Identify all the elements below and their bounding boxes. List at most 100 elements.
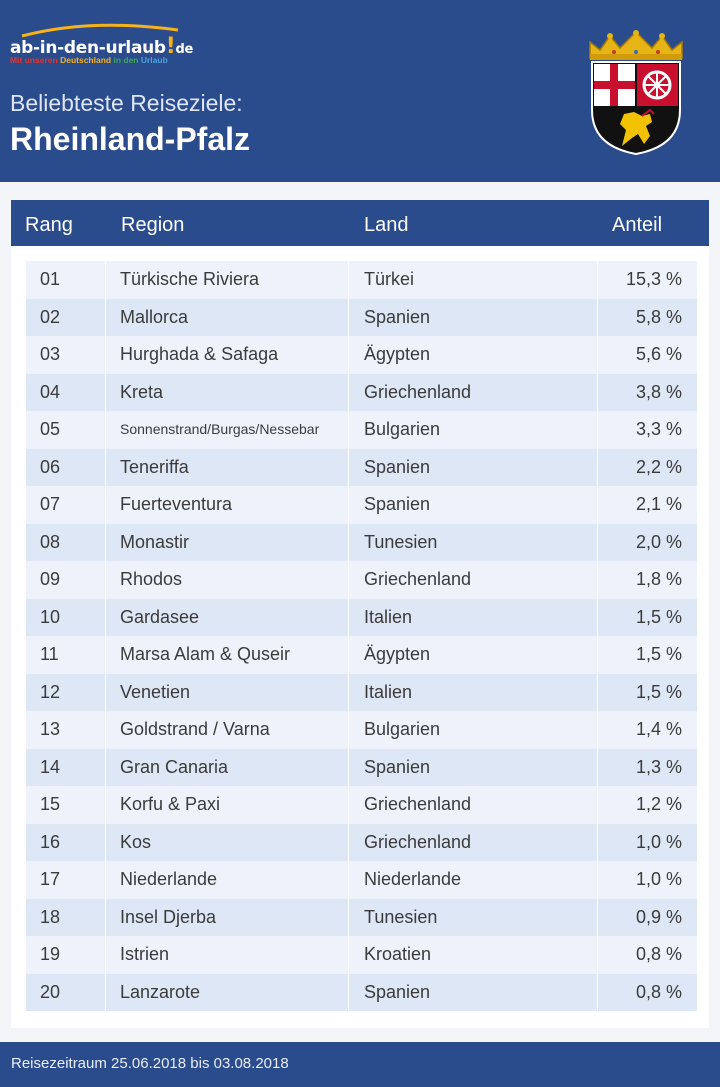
cell-region: Türkische Riviera <box>105 261 347 299</box>
cell-land: Griechenland <box>348 786 597 824</box>
cell-land: Tunesien <box>348 898 597 936</box>
travel-period-note: Reisezeitraum 25.06.2018 bis 03.08.2018 <box>11 1055 289 1072</box>
logo-swoosh-icon <box>21 23 179 38</box>
cell-rang: 16 <box>40 831 61 852</box>
cell-anteil: 2,1 % <box>597 486 697 524</box>
cell-anteil: 3,3 % <box>597 411 697 449</box>
cell-region: Insel Djerba <box>105 898 347 936</box>
tagline-word: Deutschland <box>60 55 114 65</box>
cell-region: Hurghada & Safaga <box>105 336 347 374</box>
column-header-region[interactable]: Region <box>121 214 185 236</box>
cell-anteil: 1,3 % <box>597 748 697 786</box>
cell-land: Bulgarien <box>348 411 597 449</box>
cell-land: Kroatien <box>348 936 597 974</box>
cell-rang: 20 <box>40 981 61 1002</box>
table-row[interactable]: 10 Gardasee Italien 1,5 % <box>26 598 697 636</box>
cell-rang: 03 <box>40 344 61 364</box>
cell-land: Ägypten <box>348 636 597 674</box>
cell-region: Mallorca <box>105 298 347 336</box>
cell-region: Goldstrand / Varna <box>105 711 347 749</box>
cell-rang: 15 <box>40 794 61 814</box>
brand-tagline: Mit unseren Deutschland in den Urlaub <box>10 55 168 65</box>
cell-region: Teneriffa <box>105 448 347 486</box>
page-title: Rheinland-Pfalz <box>10 121 251 157</box>
table-row[interactable]: 14 Gran Canaria Spanien 1,3 % <box>26 748 697 786</box>
cell-anteil: 0,8 % <box>597 936 697 974</box>
cell-rang: 02 <box>40 306 61 327</box>
header-banner: ab-in-den-urlaub!de Mit unseren Deutschl… <box>0 0 720 182</box>
cell-region: Marsa Alam & Quseir <box>105 636 347 674</box>
table-header: Rang Region Land Anteil <box>11 200 709 246</box>
table-row[interactable]: 07 Fuerteventura Spanien 2,1 % <box>26 486 697 524</box>
table-row[interactable]: 03 Hurghada & Safaga Ägypten 5,6 % <box>26 336 697 374</box>
table-row[interactable]: 01 Türkische Riviera Türkei 15,3 % <box>26 261 697 299</box>
cell-anteil: 1,0 % <box>597 823 697 861</box>
cell-region: Sonnenstrand/Burgas/Nessebar <box>105 411 347 449</box>
cell-rang: 07 <box>40 494 61 514</box>
table-row[interactable]: 20 Lanzarote Spanien 0,8 % <box>26 973 697 1011</box>
brand-tld: de <box>175 42 194 57</box>
cell-land: Türkei <box>348 261 597 299</box>
table-row[interactable]: 08 Monastir Tunesien 2,0 % <box>26 523 697 561</box>
column-header-anteil[interactable]: Anteil <box>612 214 663 236</box>
table-row[interactable]: 16 Kos Griechenland 1,0 % <box>26 823 697 861</box>
table-row[interactable]: 18 Insel Djerba Tunesien 0,9 % <box>26 898 697 936</box>
cell-region: Istrien <box>105 936 347 974</box>
cell-anteil: 2,2 % <box>597 448 697 486</box>
cell-anteil: 1,5 % <box>597 673 697 711</box>
ranking-table: Rang Region Land Anteil 01 Türkische Rivi… <box>11 200 709 1028</box>
cell-rang: 04 <box>40 381 61 402</box>
column-header-land[interactable]: Land <box>364 214 409 236</box>
column-header-rang[interactable]: Rang <box>25 214 73 236</box>
cell-region: Rhodos <box>105 561 347 599</box>
brand-logo[interactable]: ab-in-den-urlaub!de Mit unseren Deutschl… <box>10 22 210 70</box>
table-row[interactable]: 04 Kreta Griechenland 3,8 % <box>26 373 697 411</box>
cell-rang: 06 <box>40 456 61 477</box>
cell-land: Griechenland <box>348 823 597 861</box>
table-row[interactable]: 15 Korfu & Paxi Griechenland 1,2 % <box>26 786 697 824</box>
cell-rang: 19 <box>40 944 61 964</box>
tagline-word: unseren <box>24 55 61 65</box>
cell-anteil: 5,8 % <box>597 298 697 336</box>
cell-anteil: 0,8 % <box>597 973 697 1011</box>
cell-land: Niederlande <box>348 861 597 899</box>
crown-icon <box>589 30 683 60</box>
cell-land: Bulgarien <box>348 711 597 749</box>
cell-region: Kreta <box>105 373 347 411</box>
cell-anteil: 3,8 % <box>597 373 697 411</box>
cell-rang: 05 <box>40 419 61 439</box>
table-row[interactable]: 05 Sonnenstrand/Burgas/Nessebar Bulgarien 3… <box>26 411 697 449</box>
table-row[interactable]: 02 Mallorca Spanien 5,8 % <box>26 298 697 336</box>
table-row[interactable]: 17 Niederlande Niederlande 1,0 % <box>26 861 697 899</box>
cell-rang: 01 <box>40 269 61 289</box>
cell-rang: 11 <box>40 644 59 664</box>
cell-land: Italien <box>348 673 597 711</box>
cell-land: Spanien <box>348 748 597 786</box>
table-body: 01 Türkische Riviera Türkei 15,3 % 02 Mallorc… <box>26 261 697 1011</box>
table-row[interactable]: 11 Marsa Alam & Quseir Ägypten 1,5 % <box>26 636 697 674</box>
cell-anteil: 15,3 % <box>597 261 697 299</box>
cell-region: Korfu & Paxi <box>105 786 347 824</box>
cell-land: Griechenland <box>348 561 597 599</box>
cell-land: Italien <box>348 598 597 636</box>
cell-land: Spanien <box>348 973 597 1011</box>
table-row[interactable]: 12 Venetien Italien 1,5 % <box>26 673 697 711</box>
cell-region: Kos <box>105 823 347 861</box>
cell-rang: 13 <box>40 719 61 739</box>
table-row[interactable]: 06 Teneriffa Spanien 2,2 % <box>26 448 697 486</box>
brand-name: ab-in-den-urlaub!de <box>10 34 193 59</box>
cell-region: Gardasee <box>105 598 347 636</box>
footer-bar: Reisezeitraum 25.06.2018 bis 03.08.2018 <box>0 1042 720 1087</box>
cell-land: Spanien <box>348 298 597 336</box>
cell-land: Spanien <box>348 486 597 524</box>
cell-anteil: 1,0 % <box>597 861 697 899</box>
table-row[interactable]: 09 Rhodos Griechenland 1,8 % <box>26 561 697 599</box>
cell-anteil: 1,8 % <box>597 561 697 599</box>
cell-rang: 18 <box>40 906 61 927</box>
table-row[interactable]: 13 Goldstrand / Varna Bulgarien 1,4 % <box>26 711 697 749</box>
table-row[interactable]: 19 Istrien Kroatien 0,8 % <box>26 936 697 974</box>
cell-rang: 08 <box>40 531 61 552</box>
cell-region: Monastir <box>105 523 347 561</box>
cell-region: Lanzarote <box>105 973 347 1011</box>
brand-exclamation: ! <box>165 34 176 59</box>
